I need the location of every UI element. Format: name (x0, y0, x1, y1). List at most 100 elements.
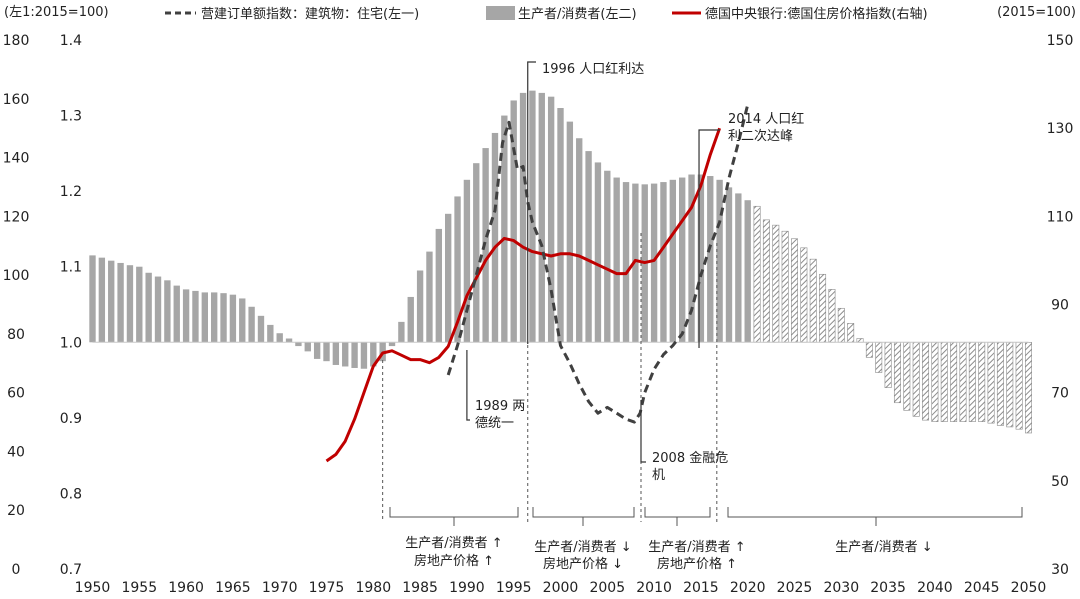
x-tick-label: 2040 (917, 580, 953, 596)
x-tick-label: 1965 (215, 580, 251, 596)
bar (557, 108, 564, 343)
x-tick-label: 2030 (823, 580, 859, 596)
bars-producer-consumer (89, 90, 1032, 434)
leader-2008 (640, 400, 646, 463)
x-tick-label: 2025 (777, 580, 813, 596)
bar (154, 276, 162, 343)
line-construction-orders-path (446, 104, 750, 424)
bar (473, 163, 480, 343)
left2-tick-label: 1.0 (60, 335, 82, 351)
bar (370, 342, 377, 367)
bar (285, 338, 293, 343)
bar (426, 251, 433, 343)
bar (538, 92, 545, 343)
x-tick-label: 1970 (262, 580, 298, 596)
bar (547, 96, 555, 343)
bar (912, 341, 920, 417)
x-tick-label: 2050 (1011, 580, 1047, 596)
bar (762, 219, 770, 343)
bar (126, 265, 134, 343)
bar (950, 341, 958, 422)
bar (987, 341, 995, 424)
left2-tick-label: 0.9 (60, 411, 82, 427)
bar (182, 289, 190, 343)
x-tick-label: 2005 (589, 580, 625, 596)
bar (304, 342, 311, 352)
bar (856, 338, 864, 343)
left2-tick-label: 1.2 (60, 184, 82, 200)
phase-1-line1: 生产者/消费者 ↑ (405, 536, 502, 551)
annotation-2008-line1: 2008 金融危 (652, 450, 728, 466)
bar (351, 342, 358, 368)
bar (398, 321, 405, 343)
right-tick-label: 150 (1047, 33, 1074, 49)
bar (735, 193, 742, 343)
left1-tick-label: 20 (7, 503, 25, 519)
annotation-2014-line1: 2014 人口红 (728, 111, 804, 127)
bar (996, 341, 1004, 426)
bar (959, 341, 967, 422)
phase-brace-3 (644, 507, 711, 526)
bar (978, 341, 986, 422)
bar (145, 272, 152, 343)
bar (388, 342, 396, 347)
right-tick-label: 50 (1051, 474, 1069, 490)
left-axis-title: (左1:2015=100) (4, 5, 109, 20)
x-tick-label: 2010 (636, 580, 672, 596)
left1-tick-label: 100 (3, 268, 30, 284)
bar (566, 121, 574, 343)
bar (968, 341, 976, 422)
bar (847, 323, 855, 343)
legend-label-house-price: 德国中央银行:德国住房价格指数(右轴) (705, 6, 928, 22)
bar (744, 200, 751, 343)
bar (622, 182, 630, 343)
bar (893, 341, 901, 404)
left1-tick-label: 160 (3, 92, 30, 108)
axis-ticks: 0204060801001201401601800.70.80.91.01.11… (3, 33, 1074, 596)
annotation-1989-line2: 德统一 (475, 416, 514, 431)
bar (1006, 341, 1014, 428)
bar (192, 290, 199, 343)
bar (435, 228, 442, 343)
x-tick-label: 1980 (355, 580, 391, 596)
bar (865, 341, 873, 358)
bar (164, 280, 171, 343)
legend-swatch-bar (486, 6, 515, 20)
x-tick-label: 1960 (168, 580, 204, 596)
x-tick-label: 1955 (121, 580, 157, 596)
line-construction-orders (446, 104, 750, 424)
phase-3-line1: 生产者/消费者 ↑ (648, 540, 745, 555)
bar (501, 115, 508, 343)
phase-dividers (382, 233, 718, 522)
annotation-2014-line2: 利二次达峰 (728, 128, 793, 144)
left2-tick-label: 1.3 (60, 109, 82, 125)
bar (201, 292, 208, 343)
bar (594, 162, 602, 343)
bar (229, 294, 237, 343)
phase-4-line1: 生产者/消费者 ↓ (835, 540, 932, 555)
x-tick-label: 2015 (683, 580, 719, 596)
bar (604, 170, 611, 343)
x-tick-label: 1975 (309, 580, 345, 596)
phase-1-line2: 房地产价格 ↑ (414, 553, 494, 569)
legend-label-producer-consumer: 生产者/消费者(左二) (518, 7, 637, 22)
phase-2-line1: 生产者/消费者 ↓ (534, 540, 631, 555)
bar (407, 296, 414, 343)
x-tick-label: 2000 (543, 580, 579, 596)
bar (445, 213, 452, 343)
left1-tick-label: 0 (12, 562, 21, 578)
leader-1989 (466, 350, 470, 421)
bar (248, 306, 255, 343)
annotation-1989-line1: 1989 两 (475, 399, 525, 414)
bar (342, 342, 349, 367)
bar (837, 307, 845, 343)
bar (669, 179, 676, 343)
bar (416, 270, 424, 343)
annotation-2008-line2: 机 (652, 468, 665, 483)
bar (931, 341, 939, 422)
bar (1015, 341, 1023, 430)
bar (922, 341, 930, 421)
x-tick-label: 2045 (964, 580, 1000, 596)
bar (688, 174, 695, 343)
left1-tick-label: 120 (3, 209, 30, 225)
